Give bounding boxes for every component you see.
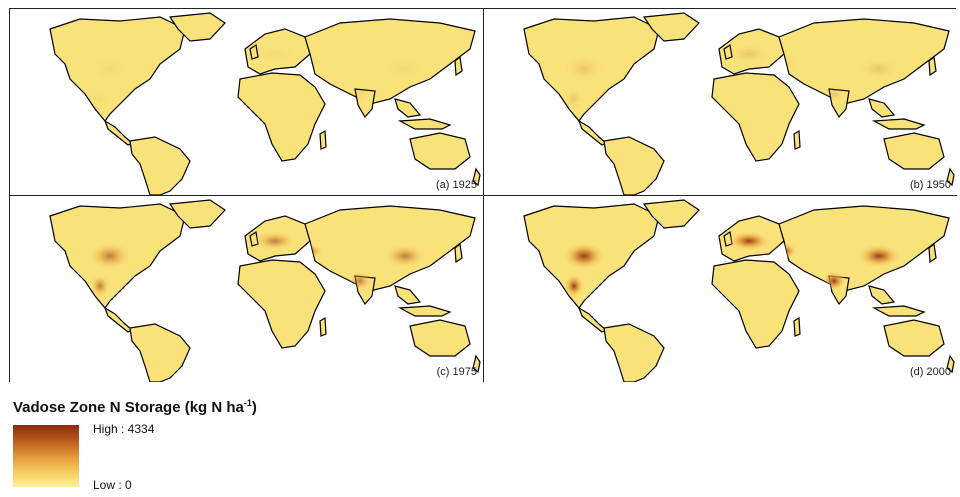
hotspot-2: [383, 57, 427, 81]
legend-low-label: Low : 0: [93, 478, 132, 492]
hotspot-2: [857, 57, 901, 81]
hotspot-3: [822, 84, 846, 104]
landmass-japan: [928, 55, 937, 77]
map-panel-d: (d) 2000: [484, 196, 957, 382]
landmass-southeast-asia: [868, 285, 896, 305]
landmass-indonesia: [871, 305, 926, 317]
landmass-new-zealand: [946, 354, 955, 374]
hotspot-3: [822, 271, 846, 291]
hotspot-0: [88, 242, 132, 270]
map-panel-a: (a) 1925: [10, 9, 484, 196]
landmass-south-america: [603, 136, 665, 195]
hotspot-3: [348, 271, 372, 291]
landmass-greenland: [168, 199, 226, 229]
landmass-madagascar: [319, 316, 327, 337]
hotspot-5: [90, 87, 110, 111]
legend-title: Vadose Zone N Storage (kg N ha-1): [13, 398, 257, 416]
landmass-greenland: [642, 199, 700, 229]
landmass-australia: [409, 132, 471, 170]
hotspot-2: [857, 244, 901, 268]
legend-title-close: ): [251, 399, 257, 416]
landmass-madagascar: [319, 129, 327, 150]
landmass-australia: [883, 132, 945, 170]
landmass-new-zealand: [946, 167, 955, 187]
landmass-japan: [454, 242, 463, 264]
landmass-japan: [454, 55, 463, 77]
hotspot-5: [90, 274, 110, 298]
hotspot-4: [296, 56, 324, 72]
landmass-africa: [711, 259, 800, 349]
landmass-africa: [711, 72, 800, 162]
hotspot-3: [348, 84, 372, 104]
landmass-central-america: [103, 119, 134, 146]
legend-title-superscript: -1: [243, 398, 252, 408]
hotspot-1: [727, 231, 771, 251]
landmass-africa: [237, 259, 326, 349]
landmass-southeast-asia: [394, 285, 422, 305]
landmass-japan: [928, 242, 937, 264]
landmass-australia: [409, 319, 471, 357]
hotspot-0: [562, 55, 606, 83]
hotspot-0: [88, 55, 132, 83]
world-map-c: [49, 199, 481, 382]
map-panel-c: (c) 1975: [10, 196, 484, 382]
hotspot-4: [770, 56, 798, 72]
world-map-a: [49, 12, 481, 195]
hotspot-4: [296, 243, 324, 259]
world-map-d: [523, 199, 955, 382]
n-storage-hotspots: [562, 44, 901, 111]
n-storage-hotspots: [562, 231, 901, 298]
legend: Vadose Zone N Storage (kg N ha-1) High :…: [13, 398, 413, 493]
landmass-madagascar: [793, 129, 801, 150]
landmass-south-america: [129, 136, 191, 195]
hotspot-1: [253, 44, 297, 64]
landmass-south-america: [129, 323, 191, 382]
landmass-madagascar: [793, 316, 801, 337]
landmass-southeast-asia: [394, 98, 422, 118]
hotspot-2: [383, 244, 427, 268]
landmass-indonesia: [871, 118, 926, 130]
legend-title-text: Vadose Zone N Storage (kg N ha: [13, 399, 244, 416]
landmass-greenland: [642, 12, 700, 42]
hotspot-1: [727, 44, 771, 64]
panel-label-a: (a) 1925: [436, 179, 477, 191]
landmass-new-zealand: [472, 167, 481, 187]
world-map-b: [523, 12, 955, 195]
landmass-indonesia: [397, 305, 452, 317]
landmass-central-america: [577, 119, 608, 146]
map-panel-b: (b) 1950: [484, 9, 957, 196]
landmass-new-zealand: [472, 354, 481, 374]
landmass-central-america: [103, 306, 134, 333]
hotspot-1: [253, 231, 297, 251]
panel-label-c: (c) 1975: [436, 366, 477, 378]
landmass-greenland: [168, 12, 226, 42]
legend-color-ramp: [13, 425, 79, 487]
landmass-indonesia: [397, 118, 452, 130]
map-grid: (a) 1925 (b) 1950 (c) 1975 (d) 2000: [9, 8, 957, 382]
landmass-central-america: [577, 306, 608, 333]
hotspot-0: [562, 242, 606, 270]
panel-label-b: (b) 1950: [910, 179, 951, 191]
landmass-southeast-asia: [868, 98, 896, 118]
hotspot-5: [564, 87, 584, 111]
hotspot-4: [770, 243, 798, 259]
landmass-australia: [883, 319, 945, 357]
landmass-africa: [237, 72, 326, 162]
hotspot-5: [564, 274, 584, 298]
panel-label-d: (d) 2000: [910, 366, 951, 378]
legend-high-label: High : 4334: [93, 422, 155, 436]
landmass-south-america: [603, 323, 665, 382]
